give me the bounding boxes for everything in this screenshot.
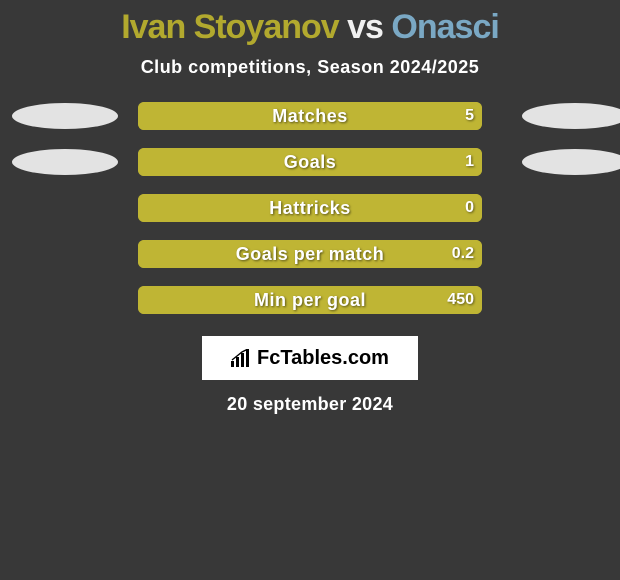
stat-value-right: 450 xyxy=(447,291,474,309)
bars-icon xyxy=(231,349,253,367)
stat-row: Matches5 xyxy=(0,102,620,130)
subtitle: Club competitions, Season 2024/2025 xyxy=(0,57,620,78)
stat-value-right: 0 xyxy=(465,199,474,217)
player-photo-right xyxy=(522,103,620,129)
stat-row: Goals per match0.2 xyxy=(0,240,620,268)
stat-label: Goals xyxy=(138,152,482,173)
title-player2: Onasci xyxy=(391,8,498,46)
stat-label: Matches xyxy=(138,106,482,127)
stat-bar: Goals per match0.2 xyxy=(138,240,482,268)
date: 20 september 2024 xyxy=(0,394,620,415)
page-title: Ivan Stoyanov vs Onasci xyxy=(0,8,620,47)
stat-row: Hattricks0 xyxy=(0,194,620,222)
title-vs: vs xyxy=(339,8,392,46)
stat-bar: Goals1 xyxy=(138,148,482,176)
stat-value-right: 0.2 xyxy=(452,245,474,263)
stat-value-right: 5 xyxy=(465,107,474,125)
player-photo-right xyxy=(522,149,620,175)
comparison-infographic: Ivan Stoyanov vs Onasci Club competition… xyxy=(0,0,620,415)
player-photo-left xyxy=(12,149,118,175)
stat-bar: Matches5 xyxy=(138,102,482,130)
stat-value-right: 1 xyxy=(465,153,474,171)
stat-row: Min per goal450 xyxy=(0,286,620,314)
stat-label: Goals per match xyxy=(138,244,482,265)
stat-label: Min per goal xyxy=(138,290,482,311)
player-photo-left xyxy=(12,103,118,129)
stat-label: Hattricks xyxy=(138,198,482,219)
brand: FcTables.com xyxy=(231,347,389,370)
brand-text: FcTables.com xyxy=(257,347,389,370)
stat-row: Goals1 xyxy=(0,148,620,176)
stat-bar: Min per goal450 xyxy=(138,286,482,314)
brand-box: FcTables.com xyxy=(202,336,418,380)
title-player1: Ivan Stoyanov xyxy=(121,8,339,46)
stat-bar: Hattricks0 xyxy=(138,194,482,222)
stat-rows: Matches5Goals1Hattricks0Goals per match0… xyxy=(0,102,620,314)
